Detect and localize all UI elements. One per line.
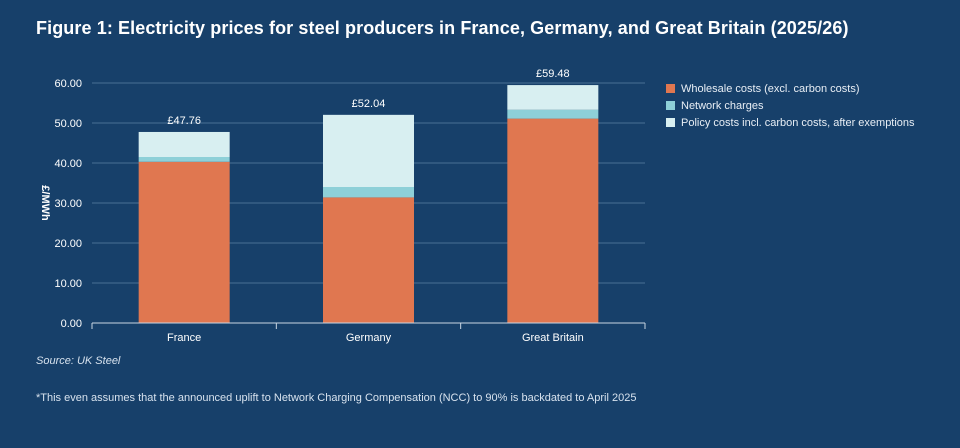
legend-label-policy: Policy costs incl. carbon costs, after e… bbox=[681, 116, 915, 129]
bar-segment-wholesale bbox=[323, 197, 414, 323]
bar-segment-wholesale bbox=[138, 161, 230, 323]
legend-swatch-policy bbox=[666, 118, 675, 127]
legend-label-wholesale: Wholesale costs (excl. carbon costs) bbox=[681, 82, 860, 95]
y-tick-label: 20.00 bbox=[54, 238, 82, 250]
x-tick-label: Great Britain bbox=[522, 332, 584, 344]
legend-item-network: Network charges bbox=[666, 99, 915, 112]
bar-segment-network bbox=[138, 157, 230, 162]
y-tick-label: 40.00 bbox=[54, 158, 82, 170]
bar-segment-wholesale bbox=[507, 118, 599, 323]
legend-item-wholesale: Wholesale costs (excl. carbon costs) bbox=[666, 82, 915, 95]
y-tick-label: 30.00 bbox=[54, 198, 82, 210]
source-note: Source: UK Steel bbox=[36, 355, 121, 367]
legend-swatch-network bbox=[666, 101, 675, 110]
x-tick-label: Germany bbox=[346, 332, 392, 344]
bar-segment-policy bbox=[507, 85, 599, 110]
legend-item-policy: Policy costs incl. carbon costs, after e… bbox=[666, 116, 915, 129]
legend-swatch-wholesale bbox=[666, 84, 675, 93]
chart-legend: Wholesale costs (excl. carbon costs) Net… bbox=[666, 82, 915, 133]
total-label: £47.76 bbox=[167, 115, 201, 127]
y-axis-label: £/MWh bbox=[39, 185, 51, 221]
legend-label-network: Network charges bbox=[681, 99, 764, 112]
bar-segment-network bbox=[323, 187, 414, 198]
chart-title: Figure 1: Electricity prices for steel p… bbox=[36, 18, 849, 38]
x-tick-label: France bbox=[167, 332, 201, 344]
total-label: £59.48 bbox=[536, 68, 570, 80]
bar-segment-network bbox=[507, 109, 599, 119]
bar-segment-policy bbox=[323, 114, 414, 187]
y-tick-label: 0.00 bbox=[61, 318, 82, 330]
y-tick-label: 50.00 bbox=[54, 118, 82, 130]
y-tick-label: 10.00 bbox=[54, 278, 82, 290]
footnote: *This even assumes that the announced up… bbox=[36, 392, 637, 404]
y-tick-label: 60.00 bbox=[54, 78, 82, 90]
total-label: £52.04 bbox=[352, 98, 386, 110]
bar-segment-policy bbox=[138, 131, 230, 157]
